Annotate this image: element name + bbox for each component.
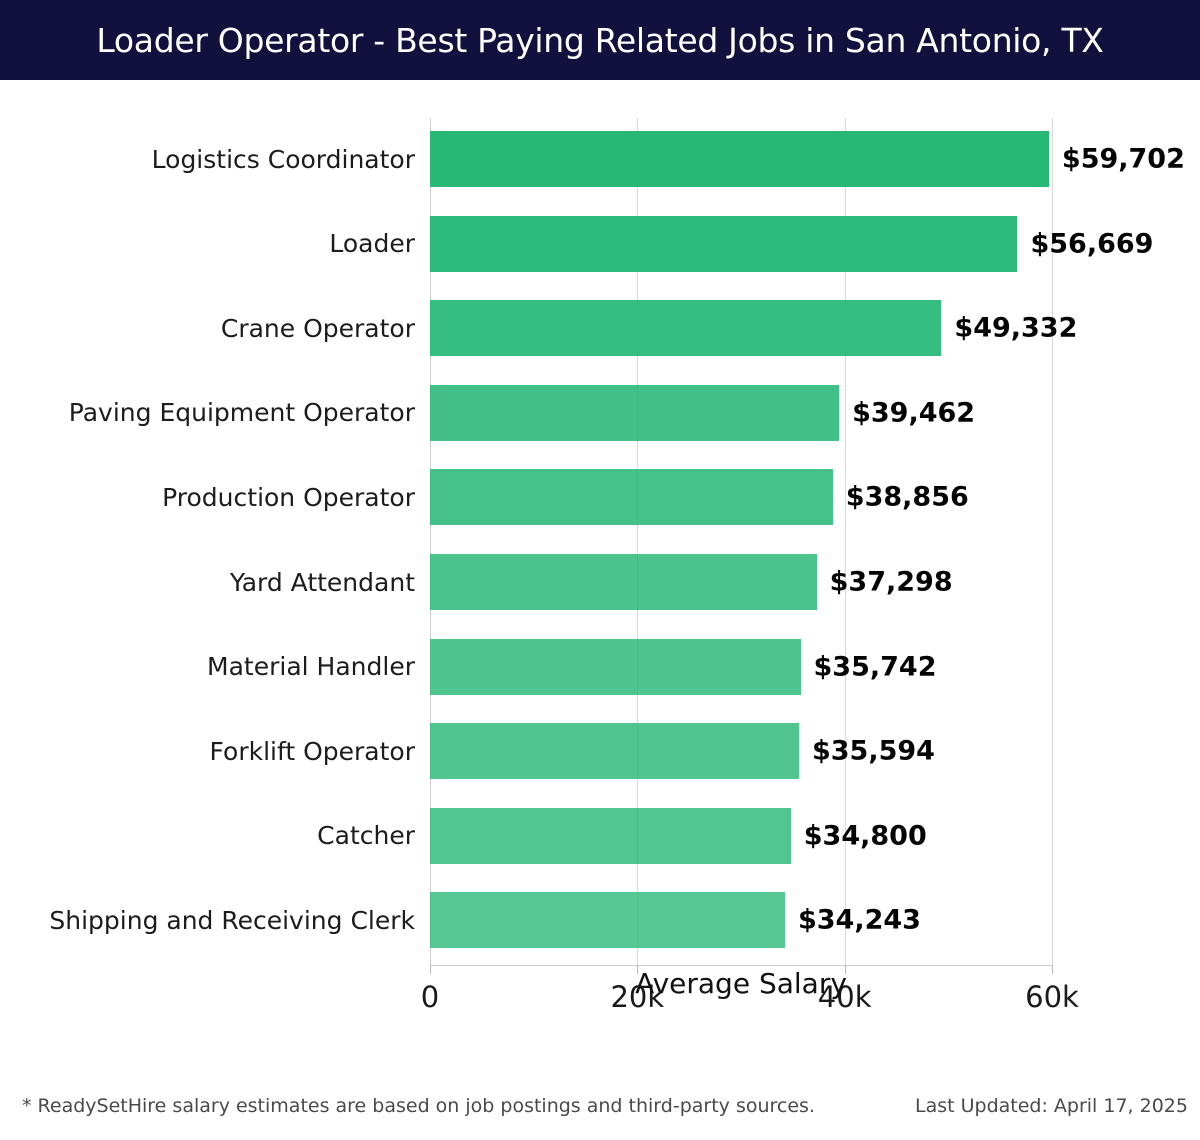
category-label-text: Logistics Coordinator — [151, 144, 415, 174]
gridline-60k — [1052, 118, 1053, 965]
bar[interactable] — [430, 554, 817, 610]
category-label-text: Yard Attendant — [229, 567, 415, 597]
category-label-8: Forklift Operator — [0, 723, 415, 779]
category-label-6: Yard Attendant — [0, 554, 415, 610]
x-tick-mark — [844, 965, 846, 974]
category-label-9: Catcher — [0, 808, 415, 864]
category-label-5: Production Operator — [0, 469, 415, 525]
bar-row[interactable]: Paving Equipment Operator $39,462 — [0, 384, 1200, 441]
category-label-4: Paving Equipment Operator — [0, 385, 415, 441]
bar-row[interactable]: Production Operator $38,856 — [0, 469, 1200, 526]
bar-value-label: $37,298 — [829, 566, 953, 598]
footer-disclaimer: * ReadySetHire salary estimates are base… — [22, 1095, 815, 1117]
header-bar: Loader Operator - Best Paying Related Jo… — [0, 0, 1200, 80]
category-label-7: Material Handler — [0, 639, 415, 695]
category-label-text: Crane Operator — [220, 313, 415, 343]
category-label-text: Catcher — [317, 821, 415, 851]
bar-value-label: $38,856 — [845, 481, 969, 513]
gridline-40k — [844, 118, 846, 965]
bar[interactable] — [430, 807, 791, 864]
bar[interactable] — [430, 131, 1049, 187]
page-title: Loader Operator - Best Paying Related Jo… — [96, 20, 1104, 60]
category-label-text: Production Operator — [162, 482, 415, 512]
bar[interactable] — [430, 723, 799, 780]
category-label-3: Crane Operator — [0, 300, 415, 356]
bar-row[interactable]: Shipping and Receiving Clerk $34,243 — [0, 892, 1200, 949]
bar-value-label: $59,702 — [1061, 143, 1185, 175]
bar-value-label: $35,742 — [813, 651, 937, 683]
bar[interactable] — [430, 638, 801, 695]
bar-value-label: $39,462 — [852, 397, 976, 429]
x-tick-label: 60k — [1025, 980, 1079, 1014]
bar-row[interactable]: Yard Attendant $37,298 — [0, 554, 1200, 610]
x-tick-mark — [430, 965, 431, 974]
category-label-text: Shipping and Receiving Clerk — [49, 905, 415, 935]
category-label-text: Forklift Operator — [209, 736, 415, 766]
x-tick-label: 40k — [817, 980, 872, 1014]
x-tick-mark — [1052, 965, 1053, 974]
bar-value-label: $35,594 — [811, 735, 935, 767]
category-label-2: Loader — [0, 216, 415, 272]
bar[interactable] — [430, 384, 840, 441]
bar[interactable] — [430, 215, 1018, 272]
category-label-text: Material Handler — [207, 652, 415, 682]
bar-row[interactable]: Catcher $34,800 — [0, 807, 1200, 864]
category-label-text: Paving Equipment Operator — [68, 398, 415, 428]
bar-row[interactable]: Loader $56,669 — [0, 215, 1200, 272]
plot-area: 0 20k 40k 60k — [421, 118, 1079, 1014]
x-axis-title: Average Salary — [635, 967, 847, 1000]
bar-row[interactable]: Forklift Operator $35,594 — [0, 723, 1200, 780]
y-axis-line — [430, 118, 431, 965]
bar[interactable] — [430, 300, 942, 357]
bar[interactable] — [430, 892, 785, 949]
footer-last-updated: Last Updated: April 17, 2025 — [914, 1095, 1188, 1117]
category-label-10: Shipping and Receiving Clerk — [0, 892, 415, 948]
x-axis-line — [430, 965, 1052, 966]
bar[interactable] — [430, 469, 833, 526]
gridline-20k — [637, 118, 639, 965]
bar-value-label: $56,669 — [1030, 228, 1154, 260]
bar-value-label: $49,332 — [954, 312, 1078, 344]
bar-row[interactable]: Material Handler $35,742 — [0, 638, 1200, 695]
category-label-text: Loader — [329, 229, 415, 259]
footer: * ReadySetHire salary estimates are base… — [0, 1095, 1200, 1140]
x-tick-label: 0 — [420, 980, 440, 1014]
chart-area: 0 20k 40k 60k Logistics Coordinator $59,702 L… — [0, 80, 1200, 1060]
x-tick-mark — [637, 965, 639, 974]
bar-value-label: $34,800 — [803, 820, 927, 852]
x-tick-label: 20k — [610, 980, 665, 1014]
bar-row[interactable]: Logistics Coordinator $59,702 — [0, 131, 1200, 187]
bar-row[interactable]: Crane Operator $49,332 — [0, 300, 1200, 357]
bar-value-label: $34,243 — [797, 904, 921, 936]
category-label-1: Logistics Coordinator — [0, 131, 415, 187]
